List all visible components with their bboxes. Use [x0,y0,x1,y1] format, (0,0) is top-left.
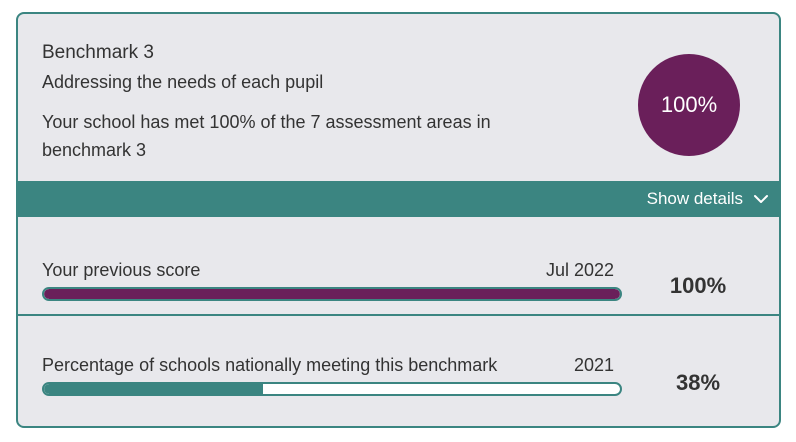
national-percentage-date: 2021 [573,355,614,375]
benchmark-title: Benchmark 3 [42,42,154,63]
details-bar: Show details [18,181,779,217]
show-details-button[interactable]: Show details [647,181,769,217]
previous-score-row: Your previous score Jul 2022 100% [18,217,779,314]
benchmark-subtitle: Addressing the needs of each pupil [42,72,324,92]
benchmark-card: Benchmark 3 Addressing the needs of each… [16,12,781,428]
benchmark-summary: Your school has met 100% of the 7 assess… [42,112,491,160]
previous-score-label: Your previous score [42,260,201,280]
previous-score-date: Jul 2022 [545,260,614,280]
national-percentage-progress-fill [44,384,263,394]
score-badge: 100% [638,54,740,156]
national-percentage-progress-bar [42,382,622,396]
previous-score-progress-fill [44,289,620,299]
show-details-label: Show details [646,189,743,208]
row-divider [18,314,779,316]
previous-score-value: 100% [669,273,727,298]
national-percentage-row: Percentage of schools nationally meeting… [18,316,779,426]
national-percentage-value: 38% [675,370,721,395]
previous-score-progress-bar [42,287,622,301]
national-percentage-label: Percentage of schools nationally meeting… [42,355,498,375]
chevron-down-icon [753,191,769,207]
benchmark-header: Benchmark 3 Addressing the needs of each… [18,14,779,181]
